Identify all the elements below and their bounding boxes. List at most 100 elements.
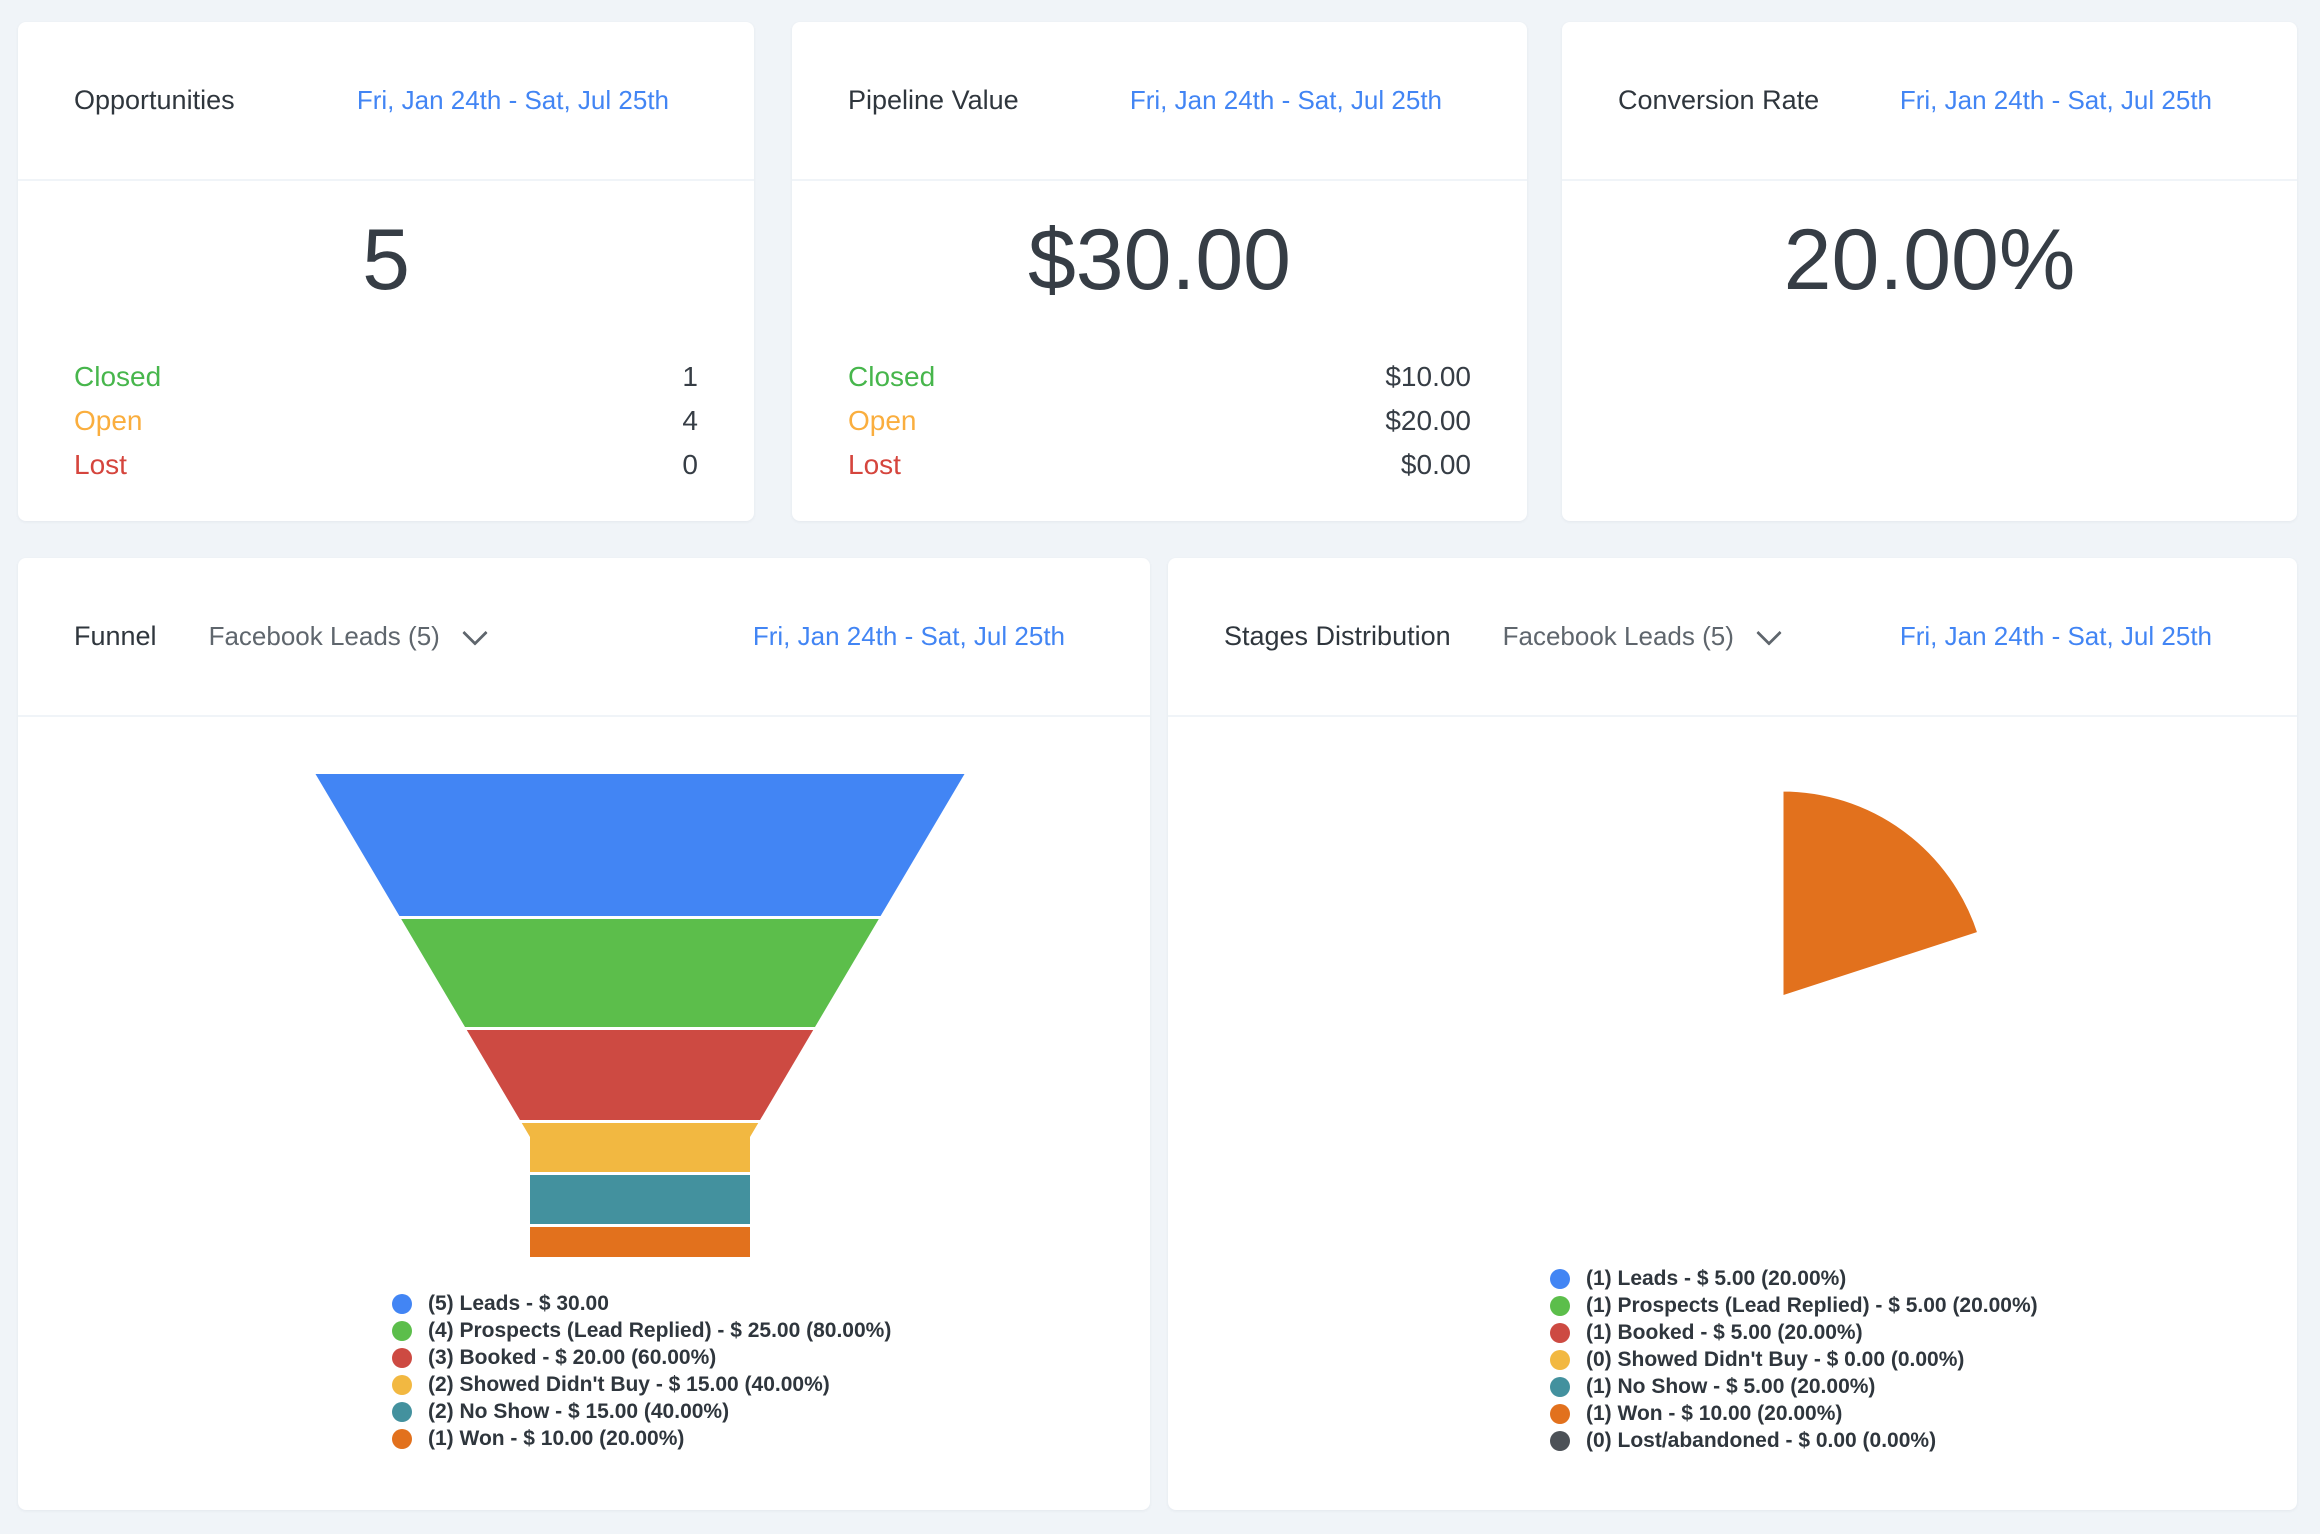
funnel-segment [530,1175,750,1224]
stat-label: Closed [848,361,936,392]
legend-item: (3) Booked - $ 20.00 (60.00%) [392,1344,891,1371]
pipeline-value-title: Pipeline Value [848,85,1019,115]
legend-dot-icon [392,1320,412,1341]
pipeline-value-date-range[interactable]: Fri, Jan 24th - Sat, Jul 25th [1129,85,1442,115]
funnel-segment [530,1227,750,1257]
funnel-title: Funnel [74,621,157,651]
funnel-card: Funnel Facebook Leads (5) Fri, Jan 24th … [18,558,1150,1510]
conversion-rate-card: Conversion Rate Fri, Jan 24th - Sat, Jul… [1562,22,2297,521]
opportunities-title: Opportunities [74,85,235,115]
funnel-pipeline-dropdown[interactable]: Facebook Leads (5) [208,619,488,652]
funnel-date-range[interactable]: Fri, Jan 24th - Sat, Jul 25th [752,621,1065,651]
legend-item: (4) Prospects (Lead Replied) - $ 25.00 (… [392,1317,891,1344]
stages-pie-chart [1780,788,1981,999]
stages-distribution-card-header: Stages Distribution Facebook Leads (5) F… [1168,558,2297,717]
conversion-rate-body: 20.00% [1562,181,2297,519]
legend-item: (2) No Show - $ 15.00 (40.00%) [392,1398,891,1425]
legend-dot-icon [392,1374,412,1395]
pie-slice [1780,788,1981,999]
legend-item: (5) Leads - $ 30.00 [392,1290,891,1317]
stat-value: $10.00 [1385,361,1471,392]
opportunities-value: 5 [362,212,410,308]
funnel-chart [315,774,965,1257]
stat-label: Open [74,405,143,436]
funnel-segment [401,919,879,1027]
conversion-rate-card-header: Conversion Rate Fri, Jan 24th - Sat, Jul… [1562,22,2297,181]
stages-date-range[interactable]: Fri, Jan 24th - Sat, Jul 25th [1899,621,2212,651]
stat-value: $0.00 [1400,449,1471,480]
stages-pipeline-dropdown-label: Facebook Leads (5) [1502,621,1734,651]
funnel-segment [521,1123,759,1172]
stat-label: Lost [74,449,127,480]
stat-row: Open $20.00 [848,399,1471,443]
stat-row: Open 4 [74,399,698,443]
opportunities-card-header: Opportunities Fri, Jan 24th - Sat, Jul 2… [18,22,754,181]
stages-distribution-body: (1) Leads - $ 5.00 (20.00%) (1) Prospects… [1168,717,2297,1508]
legend-item: (1) Leads - $ 5.00 (20.00%) [1550,1265,2038,1292]
stages-distribution-title: Stages Distribution [1224,621,1451,651]
stat-label: Open [848,405,917,436]
legend-label: (0) Showed Didn't Buy - $ 0.00 (0.00%) [1586,1347,1965,1371]
legend-label: (4) Prospects (Lead Replied) - $ 25.00 (… [428,1318,892,1342]
opportunities-stats: Closed 1 Open 4 Lost 0 [18,355,754,487]
legend-label: (5) Leads - $ 30.00 [428,1291,609,1315]
opportunities-body: 5 Closed 1 Open 4 Lost 0 [18,181,754,519]
legend-item: (2) Showed Didn't Buy - $ 15.00 (40.00%) [392,1371,891,1398]
legend-label: (1) No Show - $ 5.00 (20.00%) [1586,1374,1876,1398]
pipeline-value-card: Pipeline Value Fri, Jan 24th - Sat, Jul … [792,22,1527,521]
legend-dot-icon [1550,1349,1570,1370]
legend-label: (1) Won - $ 10.00 (20.00%) [428,1426,685,1450]
chevron-down-icon [462,619,488,646]
pipeline-value-body: $30.00 Closed $10.00 Open $20.00 Lost $0.00 [792,181,1527,519]
legend-label: (1) Prospects (Lead Replied) - $ 5.00 (2… [1586,1293,2038,1317]
opportunities-card: Opportunities Fri, Jan 24th - Sat, Jul 2… [18,22,754,521]
funnel-legend: (5) Leads - $ 30.00 (4) Prospects (Lead R… [392,1290,891,1452]
stat-row: Lost $0.00 [848,443,1471,487]
legend-label: (3) Booked - $ 20.00 (60.00%) [428,1345,717,1369]
legend-item: (1) Won - $ 10.00 (20.00%) [1550,1400,2038,1427]
chevron-down-icon [1756,619,1782,646]
stat-value: 0 [682,449,698,480]
legend-item: (1) Prospects (Lead Replied) - $ 5.00 (2… [1550,1292,2038,1319]
legend-label: (0) Lost/abandoned - $ 0.00 (0.00%) [1586,1428,1937,1452]
conversion-rate-title: Conversion Rate [1618,85,1820,115]
stages-pipeline-dropdown[interactable]: Facebook Leads (5) [1502,619,1782,652]
stages-distribution-card: Stages Distribution Facebook Leads (5) F… [1168,558,2297,1510]
stat-row: Closed $10.00 [848,355,1471,399]
legend-label: (2) No Show - $ 15.00 (40.00%) [428,1399,730,1423]
funnel-pipeline-dropdown-label: Facebook Leads (5) [208,621,440,651]
legend-item: (1) No Show - $ 5.00 (20.00%) [1550,1373,2038,1400]
legend-item: (0) Showed Didn't Buy - $ 0.00 (0.00%) [1550,1346,2038,1373]
pipeline-value-value: $30.00 [1027,212,1292,308]
legend-dot-icon [392,1401,412,1422]
legend-item: (0) Lost/abandoned - $ 0.00 (0.00%) [1550,1427,2038,1454]
conversion-rate-date-range[interactable]: Fri, Jan 24th - Sat, Jul 25th [1899,85,2212,115]
legend-dot-icon [1550,1322,1570,1343]
legend-label: (1) Booked - $ 5.00 (20.00%) [1586,1320,1863,1344]
stat-label: Closed [74,361,162,392]
legend-item: (1) Booked - $ 5.00 (20.00%) [1550,1319,2038,1346]
stat-value: 1 [682,361,698,392]
stages-legend: (1) Leads - $ 5.00 (20.00%) (1) Prospects… [1550,1265,2038,1454]
legend-label: (2) Showed Didn't Buy - $ 15.00 (40.00%) [428,1372,830,1396]
legend-dot-icon [392,1428,412,1449]
stat-label: Lost [848,449,901,480]
funnel-body: (5) Leads - $ 30.00 (4) Prospects (Lead R… [18,717,1150,1508]
funnel-card-header: Funnel Facebook Leads (5) Fri, Jan 24th … [18,558,1150,717]
stat-value: 4 [682,405,698,436]
legend-dot-icon [1550,1295,1570,1316]
legend-dot-icon [1550,1430,1570,1451]
legend-label: (1) Won - $ 10.00 (20.00%) [1586,1401,1843,1425]
legend-dot-icon [1550,1268,1570,1289]
opportunities-date-range[interactable]: Fri, Jan 24th - Sat, Jul 25th [356,85,669,115]
legend-label: (1) Leads - $ 5.00 (20.00%) [1586,1266,1847,1290]
stat-row: Closed 1 [74,355,698,399]
legend-item: (1) Won - $ 10.00 (20.00%) [392,1425,891,1452]
legend-dot-icon [392,1293,412,1314]
stat-value: $20.00 [1385,405,1471,436]
pipeline-value-stats: Closed $10.00 Open $20.00 Lost $0.00 [792,355,1527,487]
legend-dot-icon [1550,1403,1570,1424]
legend-dot-icon [392,1347,412,1368]
conversion-rate-value: 20.00% [1783,212,2076,308]
stat-row: Lost 0 [74,443,698,487]
